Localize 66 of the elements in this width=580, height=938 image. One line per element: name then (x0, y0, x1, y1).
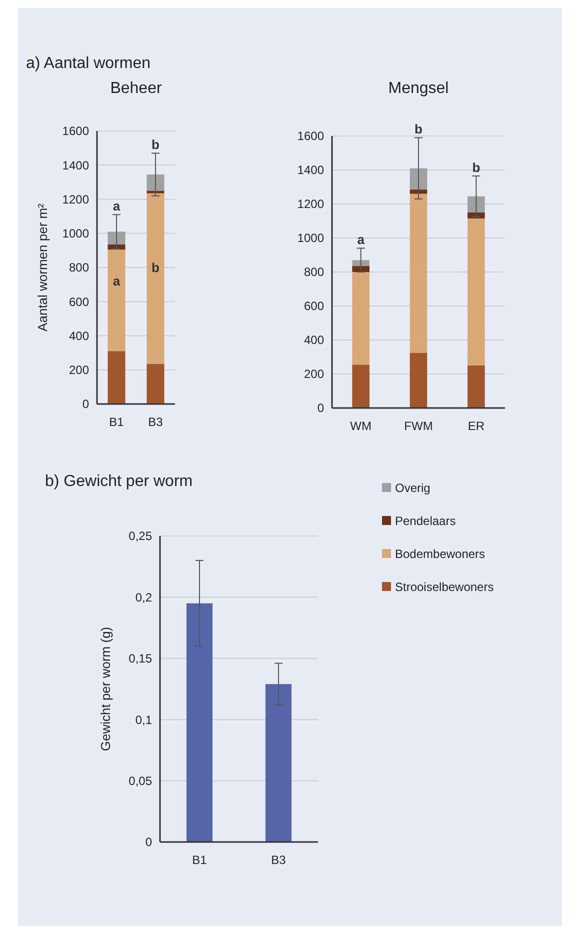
y-tick-label: 0,2 (135, 590, 152, 604)
bar (352, 266, 370, 272)
y-tick-label: 200 (304, 367, 324, 382)
y-tick-label: 1200 (297, 197, 324, 212)
legend-label: Pendelaars (395, 514, 456, 528)
chart-title: b) Gewicht per worm (45, 473, 193, 490)
x-tick-label: FWM (404, 419, 433, 433)
x-tick-label: B3 (148, 415, 164, 429)
bar (410, 352, 428, 408)
bar (146, 190, 164, 194)
bar (468, 366, 485, 408)
legend-label: Overig (395, 481, 430, 496)
y-axis-title: Aantal wormen per m² (35, 202, 50, 332)
bar (108, 232, 126, 244)
annotation: a (357, 232, 366, 248)
bar (410, 168, 428, 190)
chart-title: Mengsel (388, 80, 449, 97)
bar (146, 364, 164, 404)
y-tick-label: 1200 (62, 192, 90, 206)
bar (468, 196, 485, 212)
chart-title: a) Aantal wormen (26, 55, 151, 72)
bar (108, 250, 126, 352)
chart-subtitle: Beheer (110, 80, 162, 97)
y-tick-label: 1400 (297, 163, 324, 178)
y-tick-label: 600 (68, 294, 90, 309)
y-tick-label: 1600 (297, 129, 324, 144)
annotation: a (112, 198, 121, 214)
bar (146, 174, 164, 191)
bar (146, 193, 164, 364)
annotation: b (414, 122, 423, 137)
legend-label: Strooiselbewoners (395, 580, 494, 594)
y-tick-label: 1600 (62, 124, 90, 138)
annotation: b (152, 260, 160, 276)
y-tick-label: 1400 (62, 158, 90, 172)
y-tick-label: 200 (68, 363, 90, 378)
annotation: a (112, 274, 121, 289)
y-tick-label: 1000 (62, 226, 90, 241)
y-tick-label: 0 (82, 397, 90, 412)
legend-label: Bodembewoners (395, 547, 486, 562)
x-tick-label: B1 (192, 853, 208, 867)
x-tick-label: ER (468, 419, 485, 433)
bar (468, 218, 485, 366)
y-tick-label: 800 (68, 260, 90, 275)
y-tick-label: 400 (68, 328, 90, 343)
y-tick-label: 600 (304, 299, 324, 314)
y-tick-label: 0,25 (128, 529, 152, 544)
x-tick-label: WM (350, 419, 372, 433)
y-tick-label: 0,15 (128, 652, 152, 666)
y-tick-label: 0 (145, 835, 152, 850)
bar (352, 260, 370, 266)
y-tick-label: 0,1 (135, 712, 152, 727)
bar (108, 351, 126, 404)
y-tick-label: 400 (304, 333, 324, 348)
bar (410, 194, 428, 353)
annotation: b (472, 160, 480, 175)
annotation: b (152, 137, 160, 152)
x-tick-label: B1 (109, 415, 124, 429)
y-tick-label: 0 (317, 401, 324, 416)
bar (352, 272, 370, 365)
bar (352, 364, 370, 408)
y-tick-label: 0,05 (128, 774, 152, 788)
y-axis-title: Gewicht per worm (g) (98, 626, 113, 752)
y-tick-label: 1000 (297, 231, 324, 246)
x-tick-label: B3 (271, 853, 286, 867)
y-tick-label: 800 (304, 265, 324, 280)
bar (410, 190, 428, 194)
